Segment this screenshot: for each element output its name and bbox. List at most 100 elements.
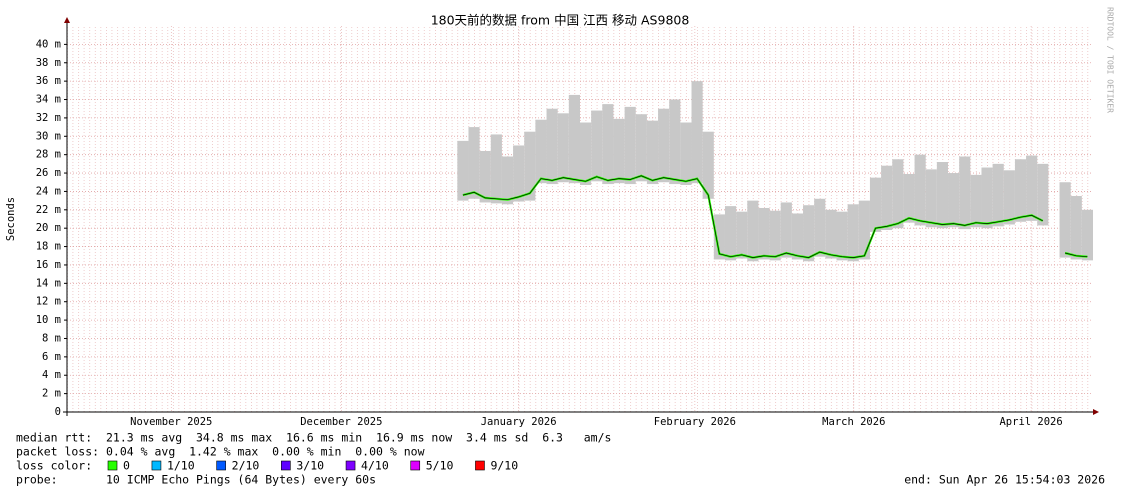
legend-label: 0	[123, 459, 130, 473]
x-tick-label: April 2026	[999, 416, 1062, 428]
smoke-range	[1037, 163, 1049, 226]
legend-label: 2/10	[232, 459, 260, 473]
packet-loss: packet loss: 0.04 % avg 1.42 % max 0.00 …	[16, 445, 425, 459]
smoke-range	[624, 106, 636, 185]
smoke-range	[1014, 159, 1027, 222]
smoke-range	[948, 173, 960, 228]
smoke-range	[959, 156, 971, 230]
smoke-range	[903, 173, 915, 223]
smoke-range	[658, 108, 670, 183]
y-tick-label: 20 m	[36, 222, 61, 234]
chart-title: 180天前的数据 from 中国 江西 移动 AS9808	[431, 13, 690, 28]
y-tick-label: 34 m	[36, 94, 61, 106]
x-tick-label: February 2026	[654, 416, 736, 428]
smoke-range	[591, 110, 603, 182]
legend-swatch	[345, 460, 356, 471]
smoke-range	[836, 211, 848, 261]
smoke-range	[869, 177, 882, 232]
y-tick-label: 40 m	[36, 38, 61, 50]
smoke-range	[780, 202, 792, 258]
y-tick-label: 38 m	[36, 57, 61, 69]
y-tick-label: 18 m	[36, 241, 61, 253]
smoke-range	[1070, 196, 1082, 260]
loss-color-label: loss color:	[16, 459, 92, 473]
smoke-range	[457, 140, 469, 201]
smoke-range	[524, 131, 536, 201]
smoke-range	[635, 114, 647, 182]
y-tick-label: 28 m	[36, 149, 61, 161]
y-tick-label: 32 m	[36, 112, 61, 124]
median-core	[462, 175, 1088, 258]
legend-label: 3/10	[296, 459, 324, 473]
smoke-range	[1081, 209, 1093, 261]
smoke-range	[803, 205, 815, 262]
plot-area	[67, 26, 1093, 413]
y-tick-label: 14 m	[36, 277, 61, 289]
x-axis-arrow	[1093, 409, 1099, 415]
x-tick-label: January 2026	[481, 416, 557, 428]
legend-label: 1/10	[167, 459, 195, 473]
smoke-range	[736, 211, 748, 259]
smoke-range	[713, 214, 725, 260]
y-tick-label: 10 m	[36, 314, 61, 326]
smoke-range	[925, 169, 937, 228]
y-tick-label: 16 m	[36, 259, 61, 271]
y-axis-label: Seconds	[5, 197, 17, 241]
smoke-range	[981, 167, 993, 229]
smoke-range	[568, 94, 580, 184]
y-tick-label: 6 m	[42, 351, 61, 363]
legend-swatch	[281, 460, 291, 471]
smoke-range	[546, 108, 558, 185]
smoke-range	[479, 150, 491, 203]
y-tick-label: 22 m	[36, 204, 61, 216]
smoke-range	[702, 131, 714, 199]
smoke-range	[936, 162, 949, 229]
y-tick-label: 8 m	[42, 332, 61, 344]
legend-swatch	[475, 460, 485, 471]
watermark: RRDTOOL / TOBI OETIKER	[1106, 7, 1115, 113]
legend-swatch	[410, 460, 421, 471]
x-tick-label: November 2025	[130, 416, 212, 428]
smoke-range	[791, 213, 804, 260]
smoke-range	[468, 127, 480, 199]
legend-swatch	[216, 460, 226, 471]
smoke-range	[847, 204, 859, 262]
smoke-range	[881, 165, 893, 231]
probe: probe: 10 ICMP Echo Pings (64 Bytes) eve…	[16, 473, 376, 487]
smoke-range	[1026, 155, 1038, 221]
smoke-range	[992, 163, 1004, 227]
smoke-range	[513, 145, 525, 202]
statistics: median rtt: 21.3 ms avg 34.8 ms max 16.6…	[16, 431, 1105, 487]
smoke-range	[1003, 170, 1015, 225]
x-tick-label: March 2026	[822, 416, 885, 428]
smoke-range	[669, 99, 681, 185]
y-tick-label: 24 m	[36, 185, 61, 197]
smoke-range	[490, 134, 502, 204]
smoke-range	[914, 154, 926, 226]
y-tick-label: 30 m	[36, 130, 61, 142]
y-tick-label: 36 m	[36, 75, 61, 87]
y-tick-label: 12 m	[36, 296, 61, 308]
smoke-range	[535, 119, 547, 184]
y-tick-label: 0	[55, 406, 61, 418]
x-tick-label: December 2025	[300, 416, 382, 428]
smoke-range	[858, 200, 870, 260]
smoke-range	[646, 120, 659, 185]
end-time: end: Sun Apr 26 15:54:03 2026	[904, 473, 1105, 487]
y-axis-arrow	[64, 17, 70, 23]
smoke-range	[825, 209, 837, 259]
smoke-range	[769, 210, 781, 261]
smoke-range	[814, 198, 826, 257]
smoke-range	[580, 122, 592, 185]
smoke-range	[501, 156, 514, 205]
median-rtt: median rtt: 21.3 ms avg 34.8 ms max 16.6…	[16, 431, 611, 445]
legend-label: 9/10	[490, 459, 518, 473]
y-tick-label: 4 m	[42, 369, 61, 381]
smoke-range	[680, 122, 692, 185]
legend-swatch	[107, 460, 118, 471]
smoke-range	[691, 81, 703, 184]
smoke-range	[602, 104, 614, 185]
smoke-range	[1059, 182, 1071, 258]
y-tick-label: 2 m	[42, 388, 61, 400]
